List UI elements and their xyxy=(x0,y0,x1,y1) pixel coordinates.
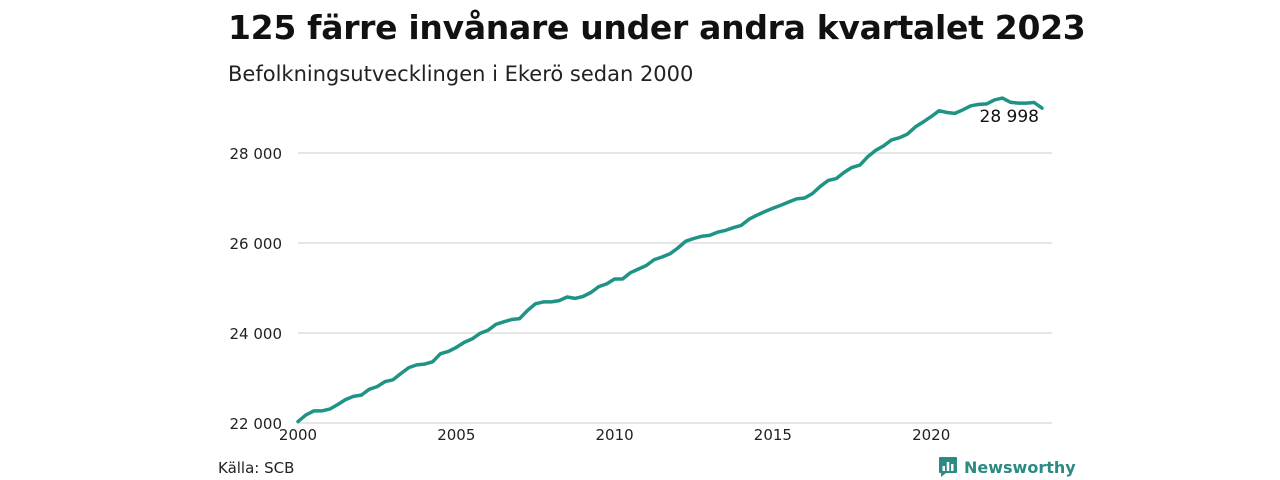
x-tick-label: 2010 xyxy=(596,426,634,444)
x-tick-label: 2005 xyxy=(437,426,475,444)
chart-title: 125 färre invånare under andra kvartalet… xyxy=(228,8,1086,47)
x-tick-label: 2015 xyxy=(754,426,792,444)
y-tick-label: 28 000 xyxy=(230,145,283,163)
brand-name: Newsworthy xyxy=(964,457,1076,477)
source-label: Källa: SCB xyxy=(218,459,295,477)
end-value-label: 28 998 xyxy=(980,107,1039,127)
brand-logo[interactable]: Newsworthy xyxy=(938,456,1076,478)
y-tick-label: 26 000 xyxy=(230,235,283,253)
y-tick-label: 22 000 xyxy=(230,415,283,433)
x-tick-label: 2000 xyxy=(279,426,317,444)
y-tick-label: 24 000 xyxy=(230,325,283,343)
bar-chart-logo-icon xyxy=(939,457,957,477)
chart-subtitle: Befolkningsutvecklingen i Ekerö sedan 20… xyxy=(228,62,694,86)
x-tick-label: 2020 xyxy=(912,426,950,444)
series-line xyxy=(296,96,1044,424)
